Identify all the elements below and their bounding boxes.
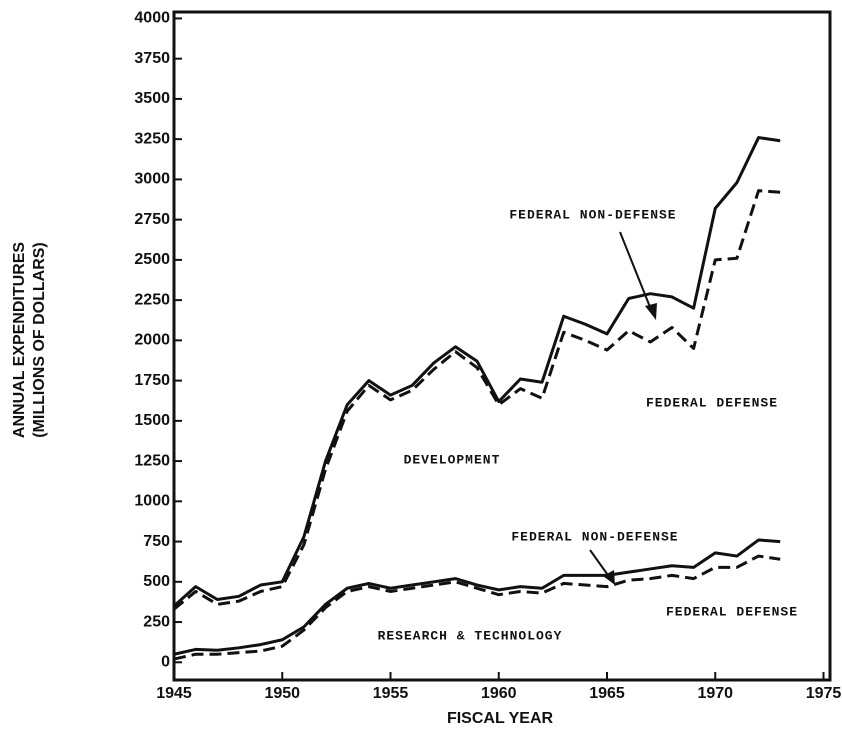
plot-frame	[172, 10, 832, 682]
y-tick-label: 1750	[134, 372, 170, 389]
y-tick-label: 1500	[134, 412, 170, 429]
y-tick-label: 2500	[134, 251, 170, 268]
y-tick-label: 0	[161, 654, 170, 671]
series-line	[173, 538, 781, 656]
y-tick-label: 3000	[134, 171, 170, 188]
series-line	[173, 554, 781, 661]
y-axis-title-line: ANNUAL EXPENDITURES	[11, 242, 28, 439]
y-tick-label: 750	[143, 533, 170, 550]
x-tick-label: 1960	[481, 685, 517, 702]
y-tick-label: 1250	[134, 452, 170, 469]
y-tick-label: 2750	[134, 211, 170, 228]
y-axis-title: ANNUAL EXPENDITURES (MILLIONS OF DOLLARS…	[11, 242, 48, 439]
x-tick-label: 1950	[264, 685, 300, 702]
series-line	[173, 136, 781, 608]
y-tick-label: 250	[143, 613, 170, 630]
x-tick-label: 1975	[806, 685, 842, 702]
annotation: FEDERAL DEFENSE	[666, 604, 798, 619]
x-tick-label: 1945	[156, 685, 192, 702]
annotation: FEDERAL DEFENSE	[646, 395, 778, 410]
annotation: FEDERAL NON-DEFENSE	[509, 207, 676, 222]
x-tick-label: 1970	[697, 685, 733, 702]
y-tick-label: 3500	[134, 90, 170, 107]
y-tick-label: 3250	[134, 130, 170, 147]
arrow-head	[645, 303, 657, 320]
y-tick-label: 2250	[134, 291, 170, 308]
arrow	[619, 231, 653, 313]
y-axis-title-line: (MILLIONS OF DOLLARS)	[31, 242, 48, 438]
annotation: DEVELOPMENT	[404, 452, 501, 467]
x-tick-label: 1965	[589, 685, 625, 702]
series-line	[173, 189, 781, 611]
y-tick-label: 4000	[134, 10, 170, 27]
y-tick-label: 2000	[134, 332, 170, 349]
annotation: FEDERAL NON-DEFENSE	[511, 529, 678, 544]
arrow	[589, 549, 611, 579]
y-tick-label: 3750	[134, 50, 170, 67]
annotation: RESEARCH & TECHNOLOGY	[378, 628, 563, 643]
x-axis-title: FISCAL YEAR	[447, 710, 554, 727]
y-tick-label: 1000	[134, 493, 170, 510]
x-tick-label: 1955	[373, 685, 409, 702]
y-tick-label: 500	[143, 573, 170, 590]
